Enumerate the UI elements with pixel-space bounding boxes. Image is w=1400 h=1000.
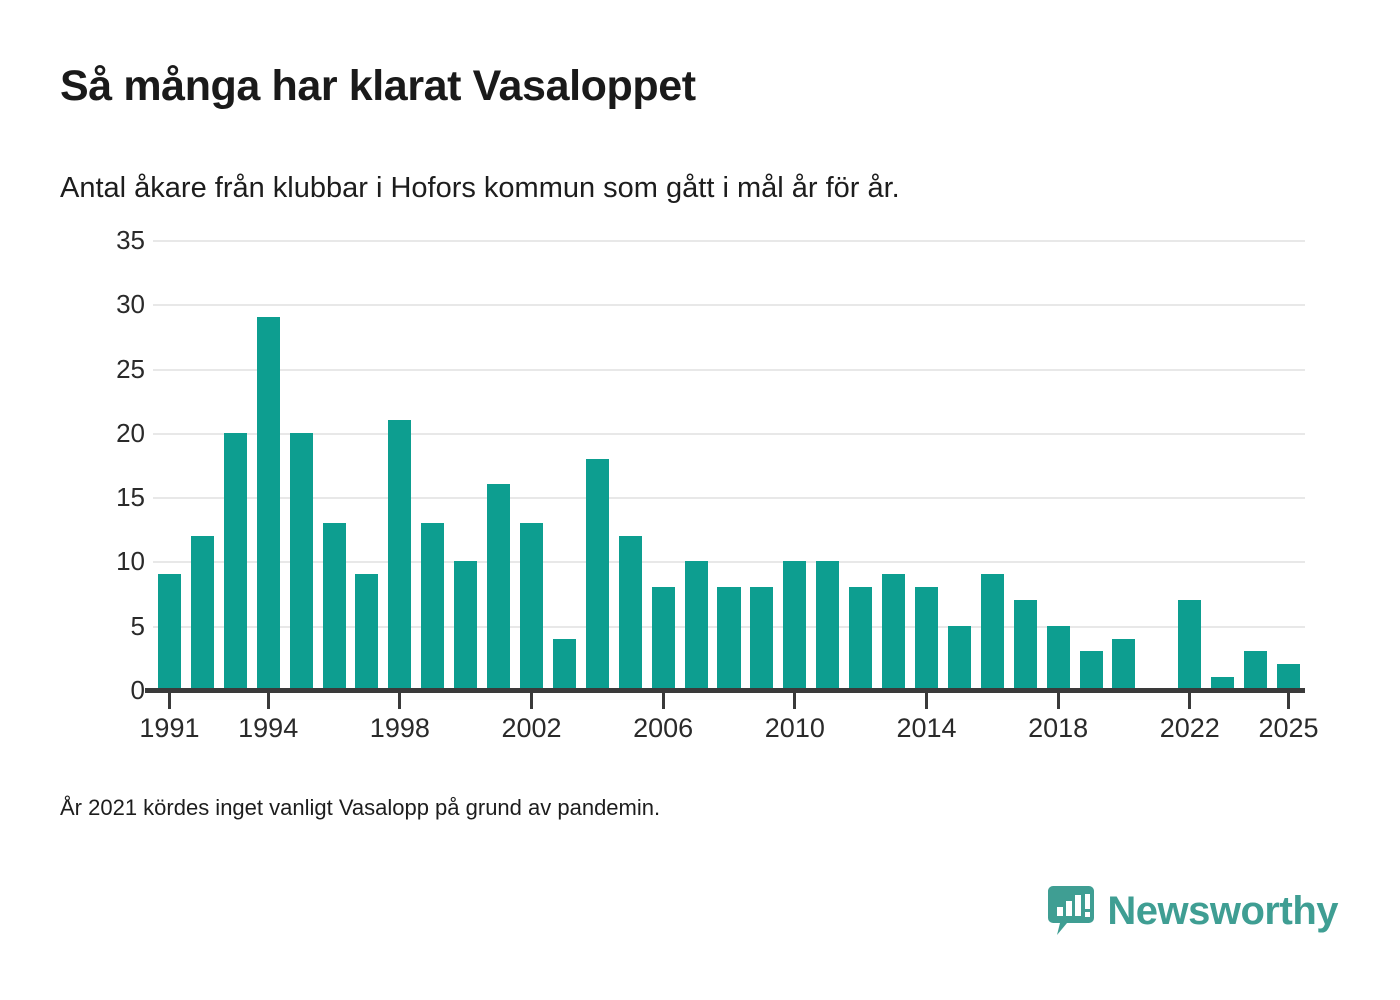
y-tick-label: 0 — [130, 675, 145, 705]
y-tick-label: 5 — [130, 610, 145, 641]
bar[interactable] — [914, 587, 938, 690]
gridline — [153, 304, 1305, 307]
newsworthy-logo[interactable]: Newsworthy — [1047, 885, 1338, 937]
gridline — [153, 368, 1305, 371]
x-tick-label: 2025 — [1258, 713, 1319, 743]
chart-subtitle: Antal åkare från klubbar i Hofors kommun… — [60, 172, 900, 204]
logo-wordmark: Newsworthy — [1107, 889, 1338, 933]
x-tick-label: 2022 — [1159, 713, 1220, 743]
x-tick-mark — [266, 692, 270, 709]
x-axis: 1991 1994 1998 2002 2006 2010 2014 2018 2022 2025 — [139, 690, 1319, 743]
bar[interactable] — [1244, 651, 1268, 690]
bar[interactable] — [388, 420, 412, 690]
x-tick-mark — [1188, 692, 1192, 709]
bar[interactable] — [651, 587, 675, 690]
bar[interactable] — [684, 561, 708, 690]
bar[interactable] — [157, 574, 181, 690]
y-tick-label: 15 — [116, 482, 145, 513]
x-tick-label: 1991 — [139, 713, 200, 743]
bar-series — [153, 240, 1305, 690]
bar[interactable] — [552, 638, 576, 690]
x-tick-mark — [1056, 692, 1060, 709]
bar[interactable] — [750, 587, 774, 690]
chart-plot-area: 0 5 10 15 20 25 30 35 1991 1994 1998 2002 2006 2010 2… — [0, 227, 1400, 760]
bar[interactable] — [1112, 638, 1136, 690]
x-tick-mark — [398, 692, 402, 709]
x-tick-mark — [661, 692, 665, 709]
y-tick-label: 20 — [116, 417, 145, 448]
gridline — [153, 432, 1305, 435]
bar[interactable] — [1178, 600, 1202, 690]
bar[interactable] — [322, 522, 346, 690]
bar[interactable] — [585, 458, 609, 690]
y-axis: 0 5 10 15 20 25 30 35 — [60, 227, 145, 703]
bar[interactable] — [256, 317, 280, 690]
bar[interactable] — [717, 587, 741, 690]
x-tick-mark — [530, 692, 533, 709]
x-tick-label: 2006 — [633, 713, 694, 743]
bar[interactable] — [190, 535, 214, 690]
bar[interactable] — [1211, 677, 1235, 690]
page-title: Så många har klarat Vasaloppet — [60, 62, 696, 110]
bar[interactable] — [223, 432, 247, 690]
bar[interactable] — [816, 561, 840, 690]
chart-footnote: År 2021 kördes inget vanligt Vasalopp på… — [60, 795, 661, 820]
gridline — [153, 561, 1305, 564]
bar[interactable] — [849, 587, 873, 690]
x-tick-label: 2010 — [764, 713, 825, 743]
y-tick-label: 30 — [116, 289, 145, 320]
x-tick-label: 2014 — [896, 713, 957, 743]
x-tick-label: 1994 — [238, 713, 299, 743]
grid-area — [145, 240, 1305, 693]
bar[interactable] — [882, 574, 906, 690]
gridline — [153, 240, 1305, 242]
bar[interactable] — [947, 625, 971, 690]
bar[interactable] — [783, 561, 807, 690]
x-tick-mark — [793, 692, 797, 709]
bar[interactable] — [980, 574, 1004, 690]
bar[interactable] — [454, 561, 478, 690]
bar[interactable] — [355, 574, 379, 690]
bar[interactable] — [421, 522, 445, 690]
bar[interactable] — [618, 535, 642, 690]
x-tick-mark — [1287, 692, 1291, 709]
y-tick-label: 35 — [116, 225, 145, 255]
bar[interactable] — [1046, 625, 1070, 690]
x-tick-mark — [167, 692, 171, 709]
bar[interactable] — [1079, 651, 1103, 690]
bar[interactable] — [519, 522, 544, 690]
x-tick-label: 2002 — [501, 713, 562, 743]
y-tick-label: 10 — [116, 546, 145, 577]
bar[interactable] — [289, 432, 313, 690]
bar[interactable] — [1013, 600, 1037, 690]
bar[interactable] — [487, 484, 511, 690]
gridline — [153, 497, 1305, 500]
bar-chart-speech-bubble-icon — [1048, 886, 1095, 935]
x-axis-baseline — [145, 688, 1305, 693]
bar[interactable] — [1277, 664, 1301, 690]
y-tick-label: 25 — [116, 353, 145, 384]
x-tick-label: 2018 — [1028, 713, 1089, 743]
x-tick-mark — [924, 692, 928, 709]
x-tick-label: 1998 — [369, 713, 430, 743]
